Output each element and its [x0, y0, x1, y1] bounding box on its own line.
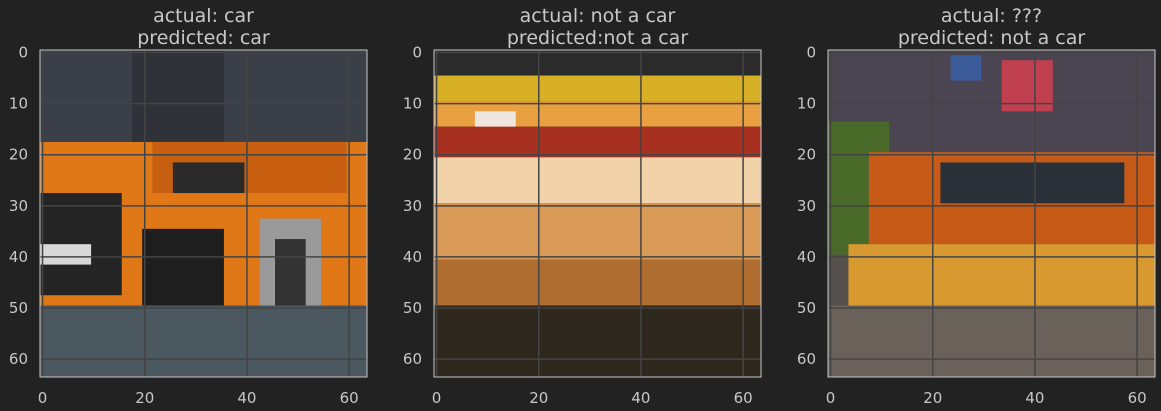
image-region-5 — [172, 162, 245, 194]
x-tick-label: 0 — [432, 389, 442, 407]
subplot-1: 0 20 40 60 0 10 20 30 40 50 60 actual: carpredicted… — [9, 5, 368, 407]
image-area — [828, 50, 1155, 377]
x-tick-label: 20 — [529, 389, 548, 407]
y-tick-label: 10 — [9, 95, 28, 113]
image-region-9 — [434, 305, 761, 377]
image-area — [40, 50, 367, 377]
y-tick-label: 50 — [403, 299, 422, 317]
subplot-2: 0 20 40 60 0 10 20 30 40 50 60 actual: not a carpre… — [403, 5, 762, 407]
y-tick-label: 50 — [797, 299, 816, 317]
image-region-8 — [848, 244, 1155, 306]
image-region-9 — [828, 305, 1155, 377]
y-tick-label: 10 — [797, 95, 816, 113]
y-tick-label: 60 — [9, 350, 28, 368]
x-tick-label: 0 — [826, 389, 836, 407]
image-region-11 — [40, 305, 367, 377]
y-tick-label: 50 — [9, 299, 28, 317]
y-tick-label: 30 — [9, 197, 28, 215]
subplot-title-line-1: actual: car — [153, 5, 254, 27]
x-tick-label: 40 — [237, 389, 256, 407]
subplot-title-line-2: predicted: car — [137, 27, 270, 49]
y-tick-label: 20 — [797, 146, 816, 164]
y-tick-label: 40 — [403, 248, 422, 266]
y-tick-label: 0 — [412, 44, 422, 62]
y-tick-label: 0 — [18, 44, 28, 62]
axes-frame — [433, 49, 762, 378]
subplot-3: 0 20 40 60 0 10 20 30 40 50 60 actual: ???predicted… — [797, 5, 1156, 407]
x-tick-label: 60 — [734, 389, 753, 407]
image-region-7 — [40, 244, 92, 265]
y-tick-label: 40 — [797, 248, 816, 266]
x-tick-label: 40 — [631, 389, 650, 407]
image-region-4 — [1001, 60, 1053, 112]
image-region-1 — [434, 50, 761, 76]
x-tick-label: 60 — [1128, 389, 1147, 407]
subplot-title-line-2: predicted: not a car — [898, 27, 1085, 49]
image-region-8 — [142, 228, 224, 306]
x-tick-label: 20 — [923, 389, 942, 407]
image-region-2 — [434, 75, 761, 102]
image-region-2 — [131, 50, 224, 142]
y-tick-label: 20 — [403, 146, 422, 164]
image-region-7 — [434, 203, 761, 260]
x-tick-label: 0 — [38, 389, 48, 407]
image-region-5 — [434, 126, 761, 158]
y-tick-label: 30 — [797, 197, 816, 215]
axes-frame — [39, 49, 368, 378]
x-tick-label: 40 — [1025, 389, 1044, 407]
y-tick-label: 60 — [797, 350, 816, 368]
image-region-3 — [950, 55, 982, 81]
x-tick-label: 20 — [135, 389, 154, 407]
y-tick-label: 0 — [806, 44, 816, 62]
y-tick-label: 30 — [403, 197, 422, 215]
axes-frame — [827, 49, 1156, 378]
y-tick-label: 20 — [9, 146, 28, 164]
y-tick-label: 10 — [403, 95, 422, 113]
subplot-title-line-1: actual: ??? — [941, 5, 1042, 27]
image-region-8 — [434, 259, 761, 306]
image-region-10 — [275, 239, 306, 311]
image-area — [434, 50, 761, 377]
y-tick-label: 40 — [9, 248, 28, 266]
y-tick-label: 60 — [403, 350, 422, 368]
subplot-title-line-2: predicted:not a car — [507, 27, 688, 49]
image-region-7 — [940, 162, 1125, 204]
image-region-6 — [434, 157, 761, 204]
subplot-title-line-1: actual: not a car — [520, 5, 676, 27]
x-tick-label: 60 — [340, 389, 359, 407]
